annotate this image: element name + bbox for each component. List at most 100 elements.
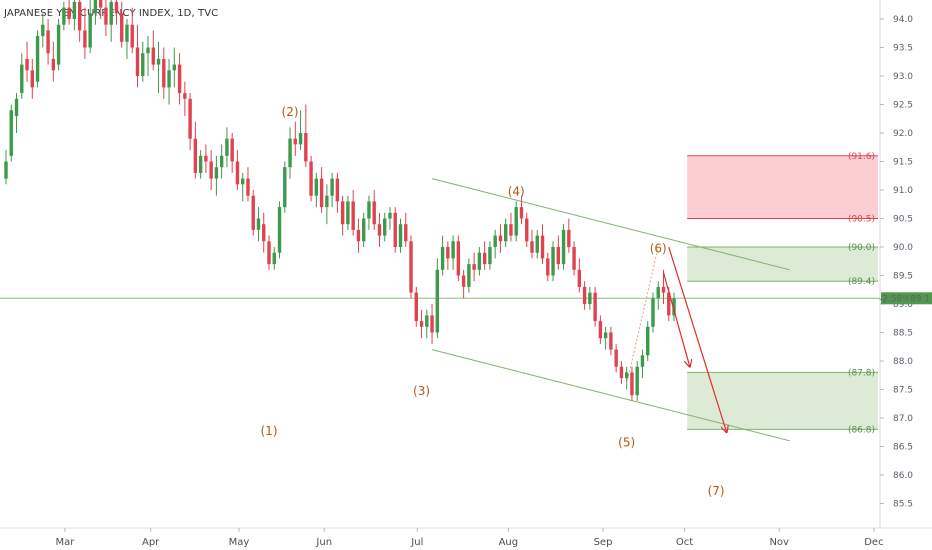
candle [88,0,92,54]
candle-body [572,247,576,270]
candle [346,195,350,230]
candle [325,184,329,225]
candle-body [477,252,482,270]
last-price-tag: 89.1 [910,294,930,304]
candle-body [467,264,471,287]
candle [67,0,71,25]
candle [35,30,40,88]
candle-body [609,332,613,350]
candle-body [35,36,40,82]
candle [262,212,266,253]
candle [46,19,50,65]
candle [409,235,413,299]
candle [451,235,455,270]
candle-body [372,201,376,225]
candle-body [288,138,292,168]
green-target-zone [687,372,878,430]
y-tick-label: 88.5 [893,329,913,339]
candle-body [83,30,87,48]
candle-body [283,167,287,208]
candle-body [30,70,34,88]
candle-body [214,167,219,179]
candle-body [519,207,524,219]
candle [267,235,271,270]
candle-body [162,58,166,88]
candle [440,235,445,276]
candle [614,343,618,373]
candle-body [672,298,676,316]
candle-body [246,178,250,196]
candle-body [546,258,550,276]
candle-body [540,235,545,259]
candle [624,366,629,390]
zone-level-label: (90.5) [848,215,875,225]
price-tag-bg [909,292,932,305]
candle [298,110,303,151]
candle-body [488,247,492,265]
candle-body [551,247,555,276]
x-tick-label: Jun [315,537,332,548]
candle [188,93,192,151]
candle [598,315,603,344]
candle-body [425,315,429,327]
candle [609,326,613,356]
candle-body [309,161,313,196]
y-tick-label: 86.0 [893,471,913,481]
candle [340,195,345,236]
y-tick-label: 92.5 [893,101,913,111]
candle-body [393,212,397,247]
candle [41,13,45,48]
candle [235,150,240,190]
candle-body [404,224,408,242]
candle-body [314,178,319,196]
candle-body [367,201,371,219]
candle [77,0,82,42]
candle [577,258,582,293]
x-tick-label: Sep [594,537,613,548]
candle-body [383,218,387,236]
candle-body [588,292,592,304]
candle-body [235,161,240,185]
candle-body [219,155,224,168]
candle-body [414,292,418,322]
candle-body [241,178,245,185]
candle [504,218,508,247]
projection-arrow [668,246,727,432]
candle [204,144,208,173]
candle [98,0,103,19]
y-tick-label: 85.5 [893,500,913,510]
candle [446,241,450,270]
candle-body [204,155,208,162]
candle-body [41,24,45,37]
candle [498,224,503,253]
candle [388,207,392,230]
candle-body [193,138,198,173]
candle [277,201,282,259]
candle-body [62,7,66,25]
candle-body [567,229,571,247]
candle [93,0,98,25]
candle-body [293,138,297,145]
candle-body [346,201,350,225]
y-tick-label: 89.5 [893,272,913,282]
candle-body [98,0,103,8]
candle [225,127,229,168]
candle-body [525,218,529,242]
candle-body [446,247,450,259]
candle [9,104,13,162]
candle-body [256,218,261,230]
candle [241,172,245,202]
candle [56,19,61,71]
candle [330,172,334,208]
candle [4,150,8,185]
y-tick-label: 94.0 [893,15,913,25]
candle-body [593,292,597,322]
candle [404,212,408,247]
candle-body [25,58,29,71]
candle [361,212,366,247]
candle [630,366,634,401]
y-tick-label: 87.5 [893,386,913,396]
candle [120,1,124,48]
wave-label: (5) [618,436,635,450]
